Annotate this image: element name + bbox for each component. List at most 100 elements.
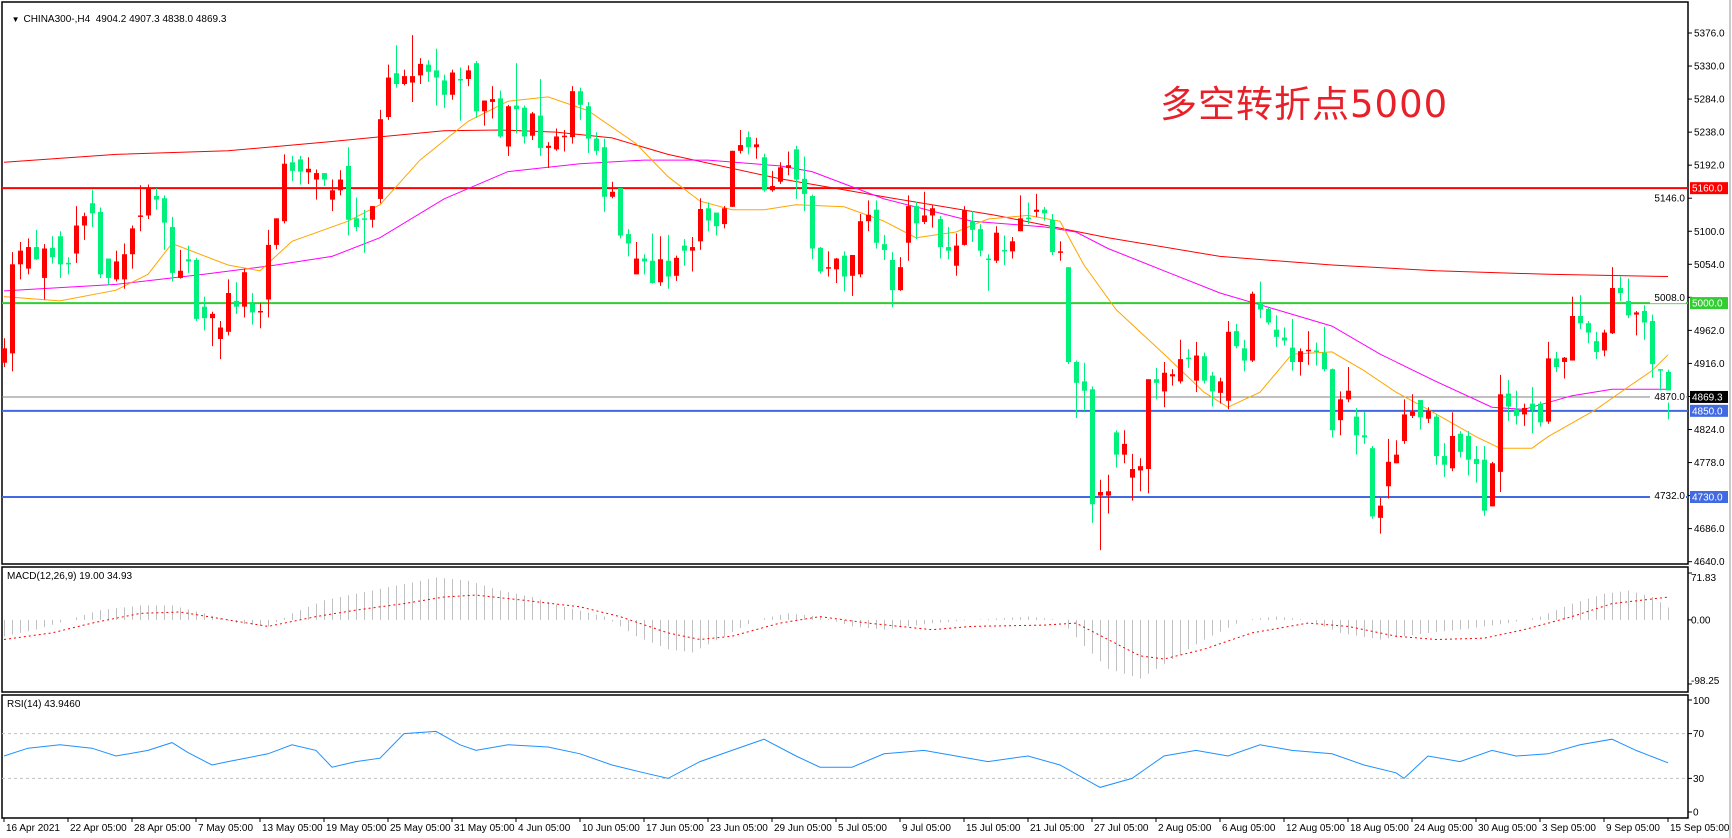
candle[interactable] — [146, 184, 151, 220]
candle[interactable] — [1466, 430, 1471, 476]
candle[interactable] — [1618, 276, 1623, 301]
candle[interactable] — [1058, 241, 1063, 261]
candle[interactable] — [1594, 331, 1599, 360]
candle[interactable] — [1642, 305, 1647, 340]
candle[interactable] — [682, 239, 687, 266]
candle[interactable] — [1546, 341, 1551, 424]
candle[interactable] — [482, 100, 487, 126]
candle[interactable] — [1306, 331, 1311, 365]
candle[interactable] — [1474, 446, 1479, 483]
candle[interactable] — [994, 226, 999, 263]
candle[interactable] — [1602, 329, 1607, 357]
candle[interactable] — [610, 181, 615, 199]
candle[interactable] — [1042, 206, 1047, 221]
candle[interactable] — [322, 173, 327, 186]
candle[interactable] — [1338, 391, 1343, 436]
candle[interactable] — [1426, 407, 1431, 424]
candle[interactable] — [866, 200, 871, 232]
candle[interactable] — [1530, 387, 1535, 434]
candle[interactable] — [1002, 235, 1007, 266]
candle[interactable] — [898, 257, 903, 291]
candle[interactable] — [1346, 367, 1351, 403]
candle[interactable] — [410, 35, 415, 102]
candle[interactable] — [1178, 339, 1183, 384]
candle[interactable] — [834, 257, 839, 283]
candle[interactable] — [490, 86, 495, 119]
candle[interactable] — [1282, 327, 1287, 346]
candle[interactable] — [1226, 321, 1231, 410]
candle[interactable] — [1018, 195, 1023, 232]
candle[interactable] — [794, 145, 799, 199]
candle[interactable] — [194, 257, 199, 322]
candle[interactable] — [1290, 318, 1295, 371]
candle[interactable] — [1162, 361, 1167, 408]
candle[interactable] — [442, 74, 447, 108]
candle[interactable] — [338, 170, 343, 196]
candle[interactable] — [354, 197, 359, 232]
candle[interactable] — [1410, 394, 1415, 419]
candle[interactable] — [122, 243, 127, 289]
candle[interactable] — [178, 249, 183, 279]
candle[interactable] — [722, 206, 727, 229]
candle[interactable] — [474, 61, 479, 118]
candle[interactable] — [698, 198, 703, 250]
candle[interactable] — [530, 112, 535, 141]
candle[interactable] — [1170, 369, 1175, 386]
candle[interactable] — [594, 132, 599, 156]
candle[interactable] — [1402, 399, 1407, 444]
candle[interactable] — [938, 216, 943, 259]
candle[interactable] — [1650, 314, 1655, 378]
candle[interactable] — [498, 90, 503, 138]
candle[interactable] — [1626, 278, 1631, 319]
candle[interactable] — [58, 231, 63, 278]
candle[interactable] — [1146, 379, 1151, 494]
candle[interactable] — [466, 65, 471, 87]
candle[interactable] — [1266, 307, 1271, 325]
candle[interactable] — [882, 234, 887, 260]
dropdown-triangle-icon[interactable]: ▼ — [11, 15, 20, 24]
candle[interactable] — [962, 206, 967, 246]
candle[interactable] — [706, 202, 711, 232]
candle[interactable] — [1218, 377, 1223, 404]
candle[interactable] — [1274, 315, 1279, 347]
candle[interactable] — [826, 251, 831, 277]
candle[interactable] — [1258, 281, 1263, 319]
candle[interactable] — [554, 128, 559, 151]
candle[interactable] — [242, 268, 247, 318]
candle[interactable] — [1154, 367, 1159, 400]
candle[interactable] — [522, 105, 527, 144]
candle[interactable] — [1354, 407, 1359, 455]
candle[interactable] — [1386, 438, 1391, 499]
candle[interactable] — [850, 254, 855, 296]
candle[interactable] — [1490, 461, 1495, 507]
candle[interactable] — [858, 214, 863, 278]
candle[interactable] — [274, 218, 279, 250]
candle[interactable] — [290, 155, 295, 181]
candle[interactable] — [1362, 411, 1367, 444]
candle[interactable] — [74, 206, 79, 263]
candle[interactable] — [218, 321, 223, 360]
candle[interactable] — [98, 207, 103, 278]
candle[interactable] — [42, 244, 47, 300]
candle[interactable] — [1514, 390, 1519, 425]
candle[interactable] — [1050, 214, 1055, 255]
candle[interactable] — [954, 233, 959, 276]
candle[interactable] — [674, 255, 679, 281]
candle[interactable] — [10, 252, 15, 372]
candle[interactable] — [18, 242, 23, 280]
candle[interactable] — [802, 156, 807, 212]
candle[interactable] — [1082, 362, 1087, 411]
candle[interactable] — [506, 104, 511, 156]
candle[interactable] — [1610, 267, 1615, 334]
candle[interactable] — [1026, 202, 1031, 225]
candle[interactable] — [546, 142, 551, 169]
candle[interactable] — [66, 257, 71, 275]
candle[interactable] — [370, 206, 375, 228]
candle[interactable] — [762, 153, 767, 192]
candle[interactable] — [770, 170, 775, 192]
candle[interactable] — [1570, 296, 1575, 361]
candle[interactable] — [258, 303, 263, 329]
candle[interactable] — [434, 48, 439, 106]
candle[interactable] — [1322, 326, 1327, 372]
candle[interactable] — [426, 60, 431, 82]
